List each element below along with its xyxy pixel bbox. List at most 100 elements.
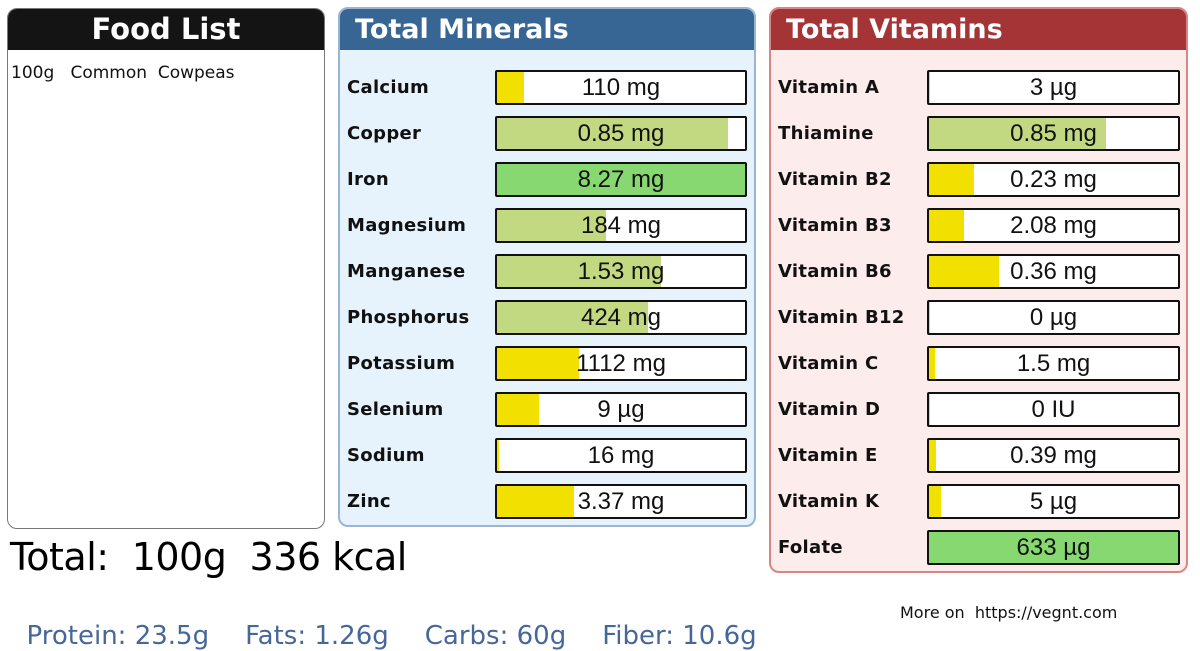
bar-fill <box>929 164 974 195</box>
bar-fill <box>497 440 500 471</box>
nutrient-label: Zinc <box>347 491 391 512</box>
bar-fill <box>929 348 936 379</box>
nutrient-label: Copper <box>347 123 422 144</box>
nutrient-value: 184 mg <box>580 212 662 239</box>
nutrient-label: Vitamin A <box>778 77 880 98</box>
nutrient-bar-vitamin-b2: 0.23 mg <box>927 162 1180 197</box>
more-on-link[interactable]: More on https://vegnt.com <box>900 603 1118 622</box>
nutrient-row-vitamin-a: Vitamin A 3 µg <box>771 70 1186 116</box>
nutrient-row-folate: Folate 633 µg <box>771 530 1186 571</box>
nutrient-bar-vitamin-b6: 0.36 mg <box>927 254 1180 289</box>
nutrient-bar-vitamin-c: 1.5 mg <box>927 346 1180 381</box>
nutrient-bar-potassium: 1112 mg <box>495 346 747 381</box>
total-summary: Total: 100g 336 kcal <box>10 535 407 579</box>
nutrient-label: Vitamin B3 <box>778 215 892 236</box>
bar-fill <box>929 394 930 425</box>
nutrient-row-vitamin-k: Vitamin K 5 µg <box>771 484 1186 530</box>
nutrient-value: 1.5 mg <box>1016 350 1091 377</box>
nutrient-label: Vitamin B12 <box>778 307 905 328</box>
nutrient-bar-vitamin-b3: 2.08 mg <box>927 208 1180 243</box>
nutrient-bar-iron: 8.27 mg <box>495 162 747 197</box>
nutrient-row-manganese: Manganese 1.53 mg <box>340 254 754 300</box>
nutrient-row-potassium: Potassium 1112 mg <box>340 346 754 392</box>
nutrient-value: 0.39 mg <box>1010 442 1097 469</box>
nutrient-label: Vitamin B2 <box>778 169 892 190</box>
nutrient-row-vitamin-e: Vitamin E 0.39 mg <box>771 438 1186 484</box>
nutrient-label: Folate <box>778 537 843 558</box>
nutrient-label: Magnesium <box>347 215 467 236</box>
nutrient-label: Vitamin K <box>778 491 880 512</box>
nutrient-label: Phosphorus <box>347 307 470 328</box>
bar-fill <box>497 72 525 103</box>
nutrient-value: 3.37 mg <box>577 488 665 515</box>
nutrient-bar-selenium: 9 µg <box>495 392 747 427</box>
nutrient-label: Potassium <box>347 353 456 374</box>
nutrient-value: 3 µg <box>1029 74 1078 101</box>
nutrient-bar-vitamin-d: 0 IU <box>927 392 1180 427</box>
bar-fill <box>929 72 931 103</box>
nutrient-row-selenium: Selenium 9 µg <box>340 392 754 438</box>
nutrient-row-vitamin-b3: Vitamin B3 2.08 mg <box>771 208 1186 254</box>
nutrient-bar-sodium: 16 mg <box>495 438 747 473</box>
nutrient-value: 16 mg <box>587 442 655 469</box>
bar-fill <box>929 532 1178 563</box>
nutrient-value: 8.27 mg <box>577 166 665 193</box>
nutrient-bar-manganese: 1.53 mg <box>495 254 747 289</box>
nutrient-row-copper: Copper 0.85 mg <box>340 116 754 162</box>
nutrient-value: 424 mg <box>580 304 662 331</box>
nutrient-row-vitamin-d: Vitamin D 0 IU <box>771 392 1186 438</box>
bar-fill <box>929 440 937 471</box>
nutrient-value: 0 µg <box>1029 304 1078 331</box>
nutrient-row-sodium: Sodium 16 mg <box>340 438 754 484</box>
nutrient-row-thiamine: Thiamine 0.85 mg <box>771 116 1186 162</box>
bar-fill <box>497 302 649 333</box>
macro-carbs: Carbs: 60g <box>424 621 567 651</box>
nutrient-label: Calcium <box>347 77 430 98</box>
nutrient-bar-vitamin-a: 3 µg <box>927 70 1180 105</box>
macros-summary: Protein: 23.5g Fats: 1.26g Carbs: 60g Fiber… <box>10 591 793 651</box>
nutrient-value: 0.36 mg <box>1010 258 1097 285</box>
food-list-item[interactable]: 100g Common Cowpeas <box>11 63 235 83</box>
bar-fill <box>497 210 607 241</box>
bar-fill <box>929 118 1106 149</box>
nutrient-bar-thiamine: 0.85 mg <box>927 116 1180 151</box>
bar-fill <box>497 486 574 517</box>
nutrient-bar-vitamin-b12: 0 µg <box>927 300 1180 335</box>
nutrient-label: Vitamin E <box>778 445 878 466</box>
nutrient-value: 5 µg <box>1029 488 1078 515</box>
nutrient-label: Selenium <box>347 399 444 420</box>
nutrient-value: 0.85 mg <box>577 120 665 147</box>
food-list-title: Food List <box>8 9 324 50</box>
nutrient-value: 2.08 mg <box>1010 212 1097 239</box>
macro-protein: Protein: 23.5g <box>26 621 210 651</box>
bar-fill <box>497 348 579 379</box>
nutrient-label: Thiamine <box>778 123 874 144</box>
nutrient-label: Vitamin B6 <box>778 261 892 282</box>
bar-fill <box>497 256 661 287</box>
vitamins-panel: Total Vitamins Vitamin A 3 µg Thiamine 0.85… <box>769 7 1188 573</box>
nutrient-row-iron: Iron 8.27 mg <box>340 162 754 208</box>
nutrient-value: 0.23 mg <box>1010 166 1097 193</box>
nutrient-row-vitamin-c: Vitamin C 1.5 mg <box>771 346 1186 392</box>
bar-fill <box>929 302 930 333</box>
vitamins-title: Total Vitamins <box>771 9 1186 50</box>
nutrient-label: Manganese <box>347 261 466 282</box>
nutrient-row-magnesium: Magnesium 184 mg <box>340 208 754 254</box>
nutrient-value: 9 µg <box>597 396 645 423</box>
nutrient-bar-phosphorus: 424 mg <box>495 300 747 335</box>
bar-fill <box>929 486 942 517</box>
nutrient-row-zinc: Zinc 3.37 mg <box>340 484 754 525</box>
nutrient-bar-copper: 0.85 mg <box>495 116 747 151</box>
nutrient-value: 0 IU <box>1031 396 1076 423</box>
macro-fiber: Fiber: 10.6g <box>602 621 757 651</box>
nutrient-bar-vitamin-e: 0.39 mg <box>927 438 1180 473</box>
nutrient-label: Sodium <box>347 445 425 466</box>
nutrient-row-vitamin-b12: Vitamin B12 0 µg <box>771 300 1186 346</box>
nutrient-bar-vitamin-k: 5 µg <box>927 484 1180 519</box>
nutrient-bar-calcium: 110 mg <box>495 70 747 105</box>
bar-fill <box>929 256 999 287</box>
nutrient-value: 1.53 mg <box>577 258 665 285</box>
nutrient-bar-folate: 633 µg <box>927 530 1180 565</box>
nutrient-value: 0.85 mg <box>1010 120 1097 147</box>
nutrient-row-phosphorus: Phosphorus 424 mg <box>340 300 754 346</box>
